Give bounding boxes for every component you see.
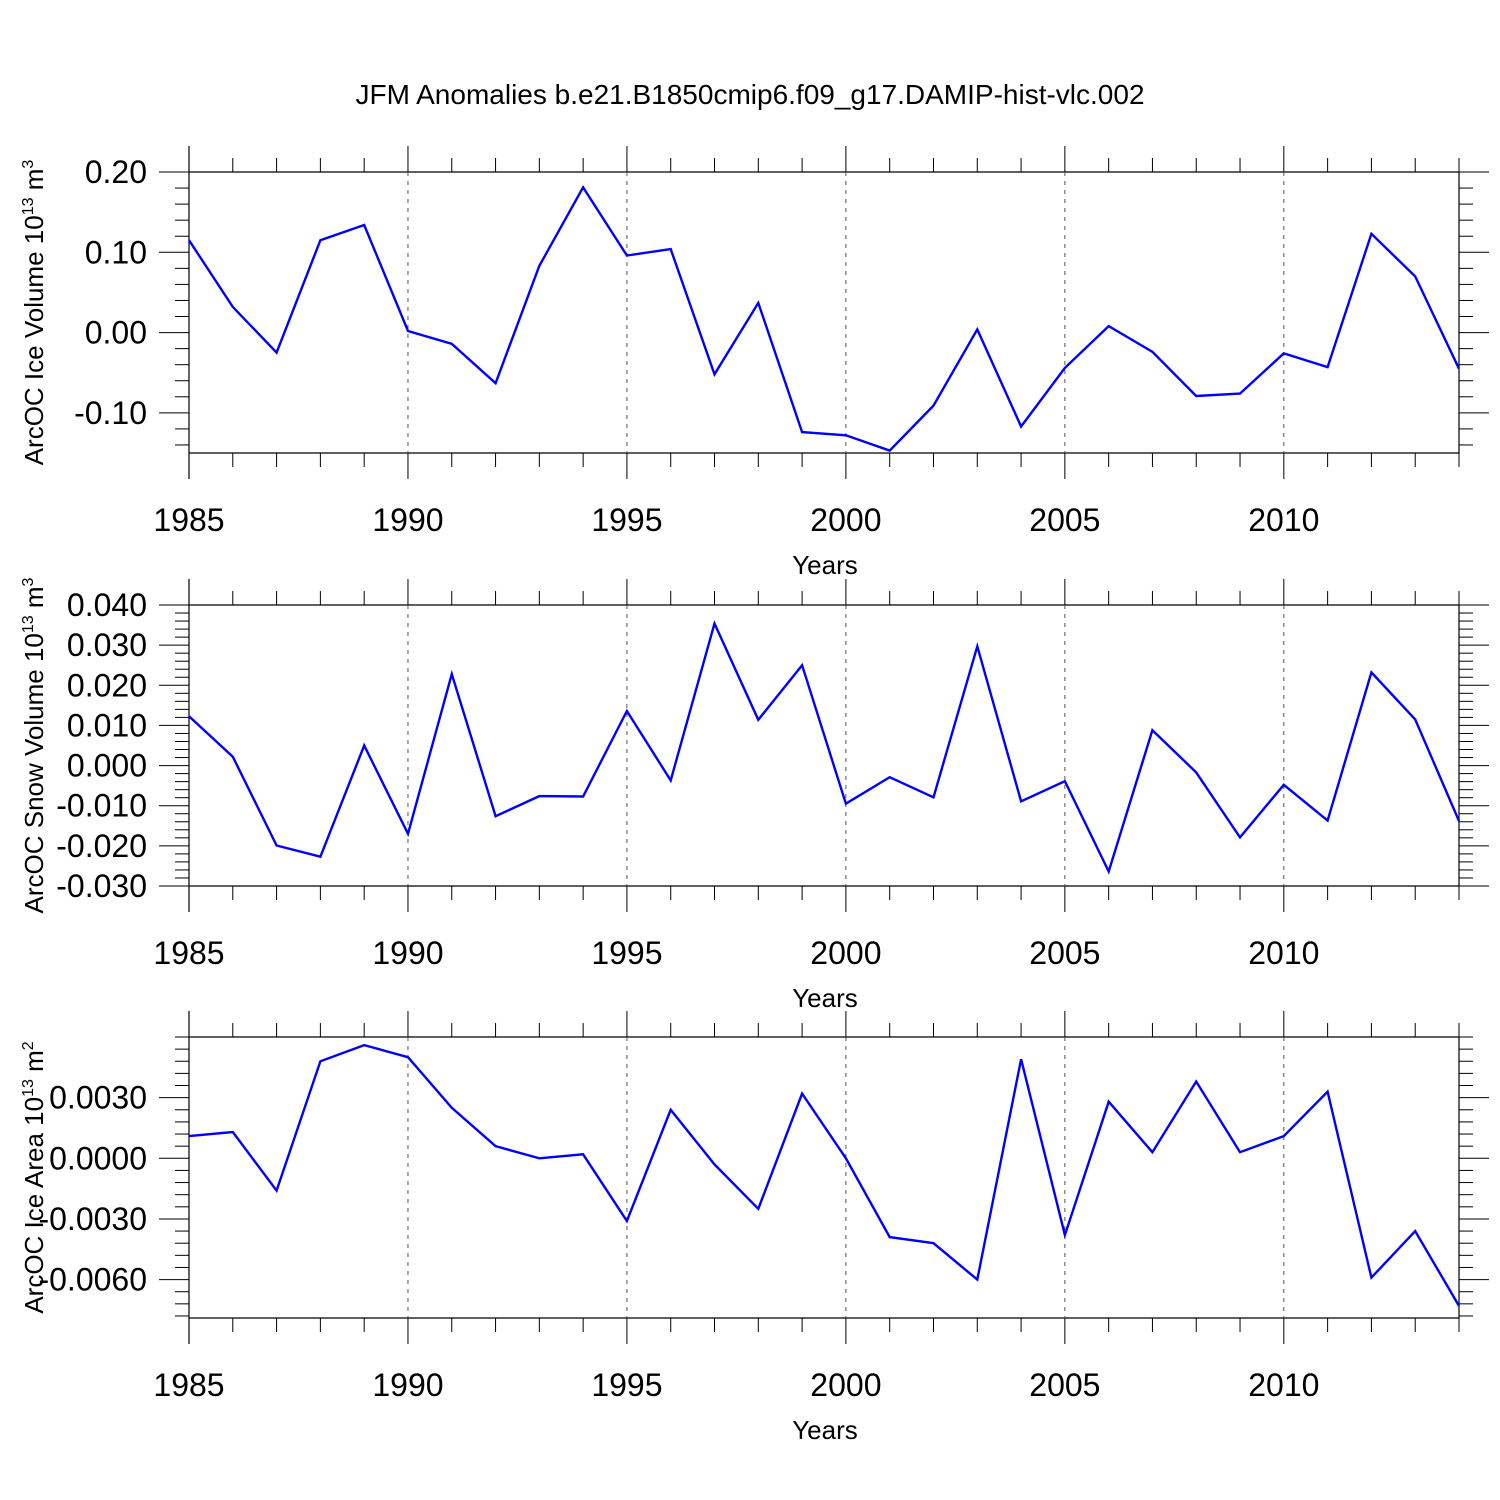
x-tick-label: 2005 <box>1029 502 1100 538</box>
x-tick-label: 1985 <box>153 935 224 971</box>
x-tick-label: 1990 <box>372 935 443 971</box>
ice-area-panel: 1985 1990 1995 2000 2005 2010 Years 0.0030 0.000… <box>19 1011 1489 1445</box>
x-tick-label: 2000 <box>810 935 881 971</box>
x-axis-label: Years <box>792 1415 858 1445</box>
y-tick-label: 0.20 <box>85 154 147 190</box>
y-tick-label: 0.010 <box>67 707 147 743</box>
y-tick-label: -0.10 <box>74 395 147 431</box>
y-tick-label: 0.020 <box>67 667 147 703</box>
x-tick-label: 1985 <box>153 502 224 538</box>
series-line <box>187 184 1461 452</box>
y-tick-label: -0.0030 <box>38 1201 147 1237</box>
y-tick-label: 0.040 <box>67 587 147 623</box>
y-tick-label: -0.020 <box>56 828 147 864</box>
x-tick-label: 1995 <box>591 502 662 538</box>
y-axis-label: ArcOC Ice Area 1013 m2 <box>19 1041 49 1313</box>
x-tick-label: 1990 <box>372 1367 443 1403</box>
y-tick-label: -0.0060 <box>38 1262 147 1298</box>
x-tick-label: 2005 <box>1029 1367 1100 1403</box>
x-tick-label: 2010 <box>1248 502 1319 538</box>
series-line <box>188 620 1461 875</box>
x-tick-label: 2010 <box>1248 935 1319 971</box>
chart-title: JFM Anomalies b.e21.B1850cmip6.f09_g17.D… <box>355 79 1144 110</box>
x-tick-label: 1995 <box>591 935 662 971</box>
y-tick-label: 0.0030 <box>49 1080 147 1116</box>
y-tick-label: 0.000 <box>67 748 147 784</box>
y-tick-label: 0.00 <box>85 315 147 351</box>
x-tick-label: 1990 <box>372 502 443 538</box>
y-tick-label: -0.010 <box>56 788 147 824</box>
series-line <box>188 1043 1461 1307</box>
ice-volume-panel: 1985 1990 1995 2000 2005 2010 Years 0.20 0.10 0.0… <box>19 146 1489 580</box>
x-tick-label: 2000 <box>810 502 881 538</box>
y-axis-label: ArcOC Snow Volume 1013 m3 <box>19 577 49 913</box>
x-tick-label: 1985 <box>153 1367 224 1403</box>
y-tick-label: 0.030 <box>67 627 147 663</box>
y-axis-label: ArcOC Ice Volume 1013 m3 <box>19 160 49 466</box>
snow-volume-panel: 1985 1990 1995 2000 2005 2010 Years 0.040 0.030 0… <box>19 577 1489 1013</box>
x-axis-label: Years <box>792 550 858 580</box>
x-tick-label: 2010 <box>1248 1367 1319 1403</box>
x-tick-label: 1995 <box>591 1367 662 1403</box>
x-tick-label: 2000 <box>810 1367 881 1403</box>
x-axis-label: Years <box>792 983 858 1013</box>
y-tick-label: -0.030 <box>56 868 147 904</box>
y-tick-label: 0.10 <box>85 234 147 270</box>
y-tick-label: 0.0000 <box>49 1140 147 1176</box>
x-tick-label: 2005 <box>1029 935 1100 971</box>
